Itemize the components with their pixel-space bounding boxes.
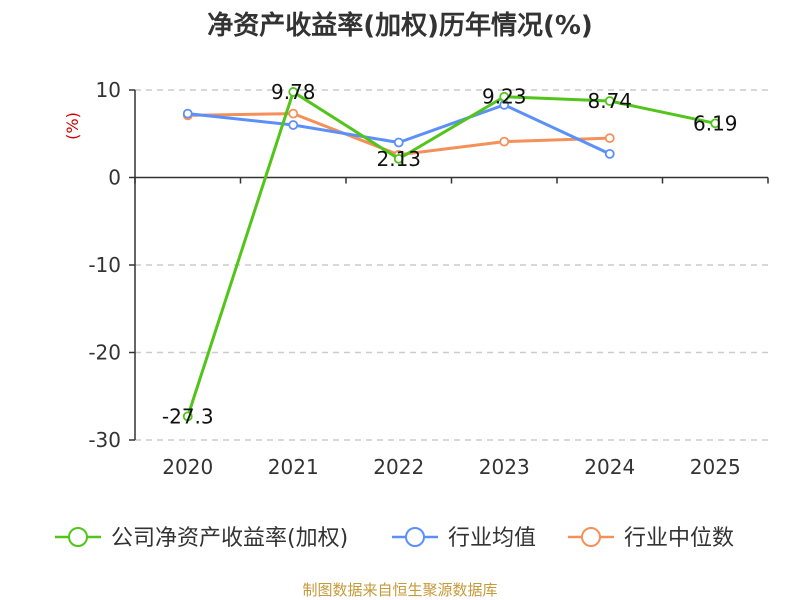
data-point: [288, 120, 299, 130]
data-label: -27.3: [162, 404, 214, 428]
data-point: [393, 137, 404, 148]
data-point: [288, 108, 299, 119]
x-tick-label: 2020: [162, 455, 213, 479]
y-tick-label: -30: [88, 428, 121, 452]
legend-item[interactable]: 行业均值: [392, 526, 536, 551]
axes: 10 0 -10 -20 -30 2020 2021 2022 2023 2024 2025: [88, 78, 769, 479]
x-tick-label: 2023: [479, 455, 530, 479]
data-label: 6.19: [693, 111, 738, 135]
legend-swatch-marker: [581, 527, 601, 547]
data-label: 2.13: [376, 147, 421, 171]
data-point: [393, 153, 404, 164]
data-point: [182, 411, 193, 422]
series-line: [186, 90, 716, 417]
data-point: [182, 108, 193, 119]
data-point: [710, 118, 721, 129]
x-tick-label: 2021: [268, 455, 319, 479]
data-point: [288, 87, 299, 97]
legend-swatch-marker: [68, 527, 88, 547]
source-note: 制图数据来自恒生聚源数据库: [302, 581, 497, 599]
data-point: [499, 91, 510, 102]
data-point: [604, 148, 615, 159]
x-tick-label: 2022: [373, 455, 424, 479]
y-tick-label: 10: [96, 78, 121, 102]
x-tick-label: 2024: [584, 455, 635, 479]
data-labels: -27.3 9.78 2.13 9.23 8.74 6.19: [162, 80, 738, 428]
y-tick-label: -20: [88, 341, 121, 365]
data-label: 8.74: [587, 89, 632, 113]
y-tick-label: -10: [88, 253, 121, 277]
x-tick-label: 2025: [690, 455, 741, 479]
data-label: 9.23: [482, 85, 527, 109]
legend-label: 行业均值: [448, 526, 536, 551]
data-point: [604, 96, 615, 106]
series-lines: [182, 87, 721, 422]
legend-label: 行业中位数: [624, 526, 734, 551]
legend-swatch-marker: [405, 527, 425, 547]
gridlines: [135, 89, 768, 441]
data-label: 9.78: [271, 80, 316, 104]
y-tick-label: 0: [108, 166, 121, 190]
legend-item[interactable]: 公司净资产收益率(加权): [55, 526, 348, 551]
chart-title: 净资产收益率(加权)历年情况(%): [207, 10, 593, 41]
legend: 公司净资产收益率(加权) 行业均值 行业中位数: [55, 526, 734, 551]
legend-item[interactable]: 行业中位数: [568, 526, 734, 551]
data-point: [499, 136, 510, 147]
legend-label: 公司净资产收益率(加权): [111, 526, 348, 551]
data-point: [604, 133, 615, 144]
y-axis-label: (%): [63, 112, 82, 140]
